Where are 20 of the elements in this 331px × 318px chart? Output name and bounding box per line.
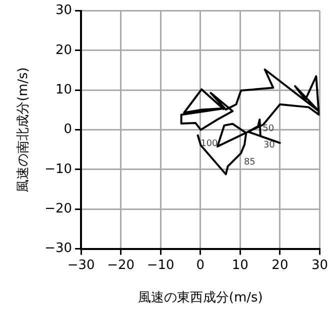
annotation: 100 bbox=[200, 138, 218, 149]
x-tick-label: −30 bbox=[67, 258, 95, 273]
y-tick-label: −20 bbox=[44, 202, 72, 217]
x-tick-label: −10 bbox=[146, 258, 174, 273]
y-axis-title: 風速の南北成分(m/s) bbox=[16, 67, 32, 192]
y-tick-label: 0 bbox=[64, 122, 72, 138]
y-tick-label: 10 bbox=[55, 82, 72, 98]
y-tick-label: 30 bbox=[55, 3, 72, 18]
annotation: 50 bbox=[262, 124, 274, 134]
x-tick-label: 20 bbox=[272, 258, 288, 273]
y-tick-label: 20 bbox=[55, 42, 72, 58]
x-axis-title: 風速の東西成分(m/s) bbox=[138, 290, 263, 306]
x-tick-label: 0 bbox=[196, 258, 205, 273]
x-tick-label: −20 bbox=[107, 258, 135, 273]
annotation: 85 bbox=[244, 158, 256, 168]
y-tick-label: −30 bbox=[44, 241, 72, 256]
x-tick-label: 30 bbox=[311, 258, 328, 273]
x-tick-label: 10 bbox=[232, 258, 248, 273]
y-tick-label: −10 bbox=[44, 162, 72, 177]
annotation: 30 bbox=[263, 140, 276, 150]
